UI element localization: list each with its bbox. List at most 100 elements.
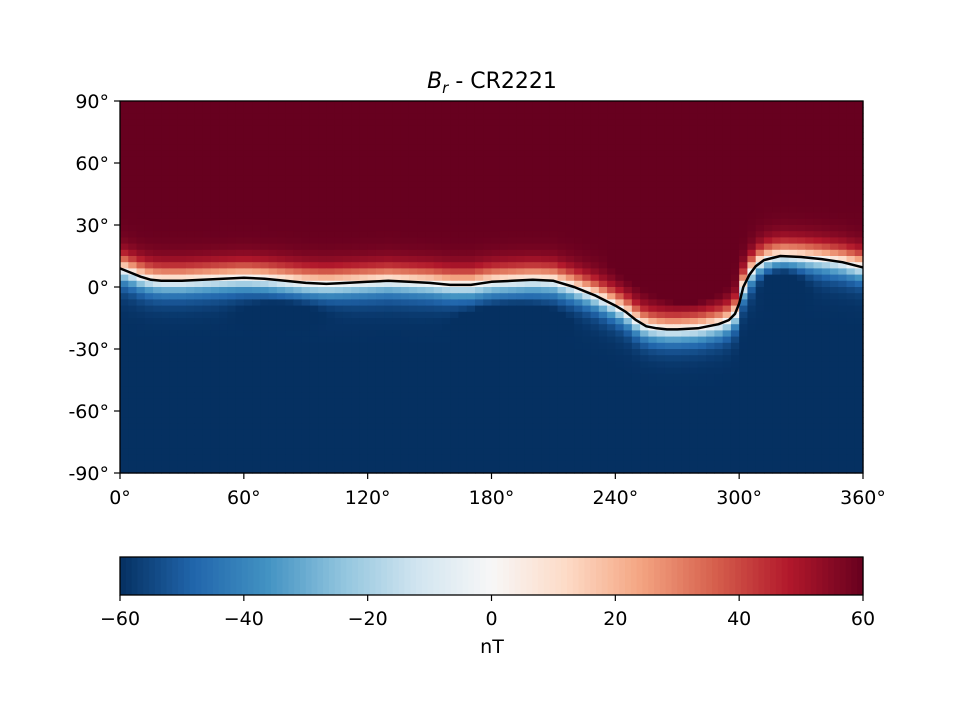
heatmap-cell: [516, 175, 526, 183]
heatmap-cell: [813, 411, 823, 418]
heatmap-cell: [466, 423, 476, 431]
heatmap-cell: [854, 225, 864, 232]
heatmap-cell: [334, 243, 344, 251]
heatmap-cell: [351, 268, 361, 276]
heatmap-cell: [425, 280, 435, 288]
heatmap-cell: [359, 212, 369, 220]
heatmap-cell: [640, 113, 649, 121]
heatmap-cell: [590, 225, 600, 232]
heatmap-cell: [829, 287, 839, 294]
heatmap-cell: [829, 392, 839, 400]
heatmap-cell: [186, 423, 195, 431]
heatmap-cell: [549, 324, 559, 331]
heatmap-cell: [516, 119, 526, 127]
heatmap-cell: [474, 342, 484, 350]
heatmap-cell: [194, 231, 204, 238]
heatmap-cell: [796, 249, 806, 257]
heatmap-cell: [400, 336, 410, 344]
heatmap-cell: [458, 361, 468, 369]
heatmap-cell: [276, 280, 286, 288]
heatmap-cell: [169, 256, 179, 263]
heatmap-cell: [186, 212, 195, 220]
heatmap-cell: [326, 386, 336, 393]
heatmap-cell: [689, 218, 699, 226]
heatmap-cell: [392, 194, 402, 201]
heatmap-cell: [631, 336, 641, 344]
heatmap-cell: [408, 299, 418, 307]
heatmap-cell: [441, 225, 451, 232]
heatmap-cell: [458, 404, 468, 412]
heatmap-cell: [400, 138, 410, 145]
heatmap-cell: [243, 367, 253, 375]
heatmap-cell: [326, 330, 336, 338]
heatmap-cell: [664, 256, 674, 263]
heatmap-cell: [458, 380, 468, 387]
heatmap-cell: [796, 311, 806, 319]
heatmap-cell: [367, 101, 377, 108]
heatmap-cell: [194, 287, 204, 294]
heatmap-cell: [169, 200, 179, 207]
heatmap-cell: [681, 212, 691, 220]
heatmap-cell: [747, 392, 757, 400]
heatmap-cell: [780, 200, 790, 207]
heatmap-cell: [301, 386, 311, 393]
heatmap-cell: [508, 342, 517, 350]
heatmap-cell: [252, 442, 261, 449]
heatmap-cell: [739, 113, 749, 121]
heatmap-cell: [334, 200, 344, 207]
heatmap-cell: [359, 101, 369, 108]
heatmap-cell: [730, 349, 740, 356]
heatmap-cell: [516, 404, 526, 412]
heatmap-cell: [194, 206, 204, 214]
heatmap-cell: [441, 150, 451, 158]
heatmap-cell: [755, 200, 765, 207]
heatmap-cell: [549, 342, 559, 350]
heatmap-cell: [631, 243, 641, 251]
heatmap-cell: [854, 243, 864, 251]
heatmap-cell: [821, 293, 831, 300]
heatmap-cell: [689, 181, 699, 189]
heatmap-cell: [838, 398, 848, 406]
heatmap-cell: [367, 119, 377, 127]
heatmap-cell: [153, 268, 162, 276]
heatmap-cell: [631, 361, 641, 369]
heatmap-cell: [755, 181, 765, 189]
heatmap-cell: [681, 373, 691, 381]
heatmap-cell: [673, 113, 682, 121]
heatmap-cell: [309, 342, 319, 350]
heatmap-cell: [466, 187, 476, 195]
heatmap-cell: [161, 107, 171, 114]
heatmap-cell: [318, 342, 327, 350]
heatmap-cell: [458, 187, 468, 195]
heatmap-cell: [813, 187, 823, 195]
heatmap-cell: [714, 392, 724, 400]
heatmap-cell: [392, 268, 402, 276]
heatmap-cell: [367, 404, 377, 412]
heatmap-cell: [730, 262, 740, 269]
heatmap-cell: [309, 404, 319, 412]
heatmap-cell: [400, 287, 410, 294]
heatmap-cell: [458, 342, 468, 350]
heatmap-cell: [648, 163, 658, 170]
heatmap-cell: [706, 163, 715, 170]
heatmap-cell: [169, 342, 179, 350]
heatmap-cell: [433, 392, 443, 400]
heatmap-cell: [772, 138, 782, 145]
heatmap-cell: [681, 355, 691, 362]
heatmap-cell: [631, 194, 641, 201]
heatmap-cell: [681, 249, 691, 257]
heatmap-cell: [772, 169, 782, 176]
heatmap-cell: [697, 287, 707, 294]
heatmap-cell: [252, 206, 261, 214]
heatmap-cell: [309, 169, 319, 176]
heatmap-cell: [450, 194, 460, 201]
heatmap-cell: [673, 194, 682, 201]
heatmap-cell: [367, 206, 377, 214]
heatmap-cell: [227, 237, 237, 245]
heatmap-cell: [673, 163, 682, 170]
heatmap-cell: [590, 169, 600, 176]
heatmap-cell: [301, 243, 311, 251]
heatmap-cell: [664, 268, 674, 276]
heatmap-cell: [788, 200, 798, 207]
heatmap-cell: [557, 330, 567, 338]
